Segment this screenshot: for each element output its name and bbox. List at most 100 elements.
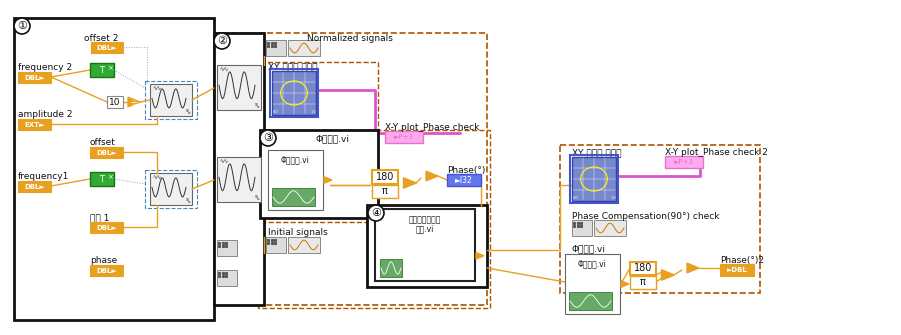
Text: ×: × — [107, 174, 113, 180]
Text: o: o — [187, 200, 190, 204]
Text: s: s — [186, 108, 188, 113]
Text: ∿∿: ∿∿ — [152, 86, 161, 91]
Bar — [145, 170, 197, 208]
Bar — [569, 292, 612, 310]
Text: Normalized signals: Normalized signals — [307, 34, 393, 43]
Bar — [91, 42, 123, 53]
Text: ∿∿: ∿∿ — [219, 67, 228, 72]
Polygon shape — [476, 253, 484, 259]
Text: Φ값검출.vi: Φ값검출.vi — [316, 134, 350, 143]
Bar — [90, 63, 114, 77]
Circle shape — [368, 205, 384, 221]
Bar — [367, 205, 487, 287]
Bar — [447, 174, 481, 186]
Bar — [594, 220, 626, 236]
Bar — [272, 71, 316, 115]
Bar — [217, 270, 237, 286]
Text: T: T — [99, 175, 105, 184]
Text: ×: × — [107, 65, 113, 71]
Polygon shape — [128, 97, 140, 107]
Text: 180: 180 — [376, 172, 395, 182]
Text: offset 2: offset 2 — [84, 34, 118, 43]
Bar — [630, 276, 656, 289]
Text: ►I32: ►I32 — [455, 176, 473, 185]
Text: DBL►: DBL► — [96, 45, 117, 51]
Text: T: T — [99, 66, 105, 74]
Bar — [272, 188, 315, 206]
Text: 0.0: 0.0 — [273, 110, 278, 114]
Text: Φ값검출.vi: Φ값검출.vi — [578, 259, 607, 268]
Bar — [150, 84, 192, 116]
Text: Φ값검출.vi: Φ값검출.vi — [281, 155, 310, 164]
Bar — [372, 185, 398, 198]
Text: 0.0: 0.0 — [573, 196, 578, 200]
Bar — [90, 147, 123, 158]
Bar — [288, 237, 320, 253]
Text: XY 그래프 만들기: XY 그래프 만들기 — [572, 148, 622, 157]
Bar — [572, 157, 616, 201]
Text: Φ값검출.vi: Φ값검출.vi — [572, 244, 606, 253]
Text: o: o — [257, 197, 259, 201]
Bar — [380, 259, 402, 277]
Bar — [288, 40, 320, 56]
Polygon shape — [426, 171, 438, 181]
Bar — [18, 119, 51, 130]
Text: DBL►: DBL► — [24, 184, 45, 190]
Bar — [665, 156, 703, 168]
Text: 10: 10 — [109, 97, 121, 107]
Polygon shape — [661, 270, 675, 280]
Text: o: o — [257, 105, 259, 109]
Text: Phase(°): Phase(°) — [447, 166, 486, 175]
Text: 위상보상된신호: 위상보상된신호 — [409, 215, 441, 224]
Text: ►P+3: ►P+3 — [674, 159, 694, 165]
Text: s: s — [255, 194, 258, 199]
Bar — [90, 172, 114, 186]
Polygon shape — [687, 263, 699, 273]
Text: ÷: ÷ — [130, 97, 138, 107]
Bar — [217, 65, 261, 110]
Text: π: π — [382, 186, 388, 196]
Text: 취득.vi: 취득.vi — [416, 224, 434, 233]
Bar — [720, 264, 754, 276]
Text: ②: ② — [217, 36, 227, 46]
Text: ∿∿: ∿∿ — [152, 175, 161, 180]
Bar — [375, 209, 475, 281]
Text: DBL►: DBL► — [96, 225, 117, 231]
Bar — [18, 72, 51, 83]
Bar — [217, 157, 261, 202]
Bar — [270, 69, 318, 117]
Bar — [217, 240, 237, 256]
Bar — [630, 262, 656, 275]
Text: ④: ④ — [371, 208, 381, 218]
Text: DBL►: DBL► — [24, 75, 45, 81]
Bar — [268, 150, 323, 210]
Text: Phase(°)2: Phase(°)2 — [720, 256, 764, 265]
Bar — [258, 130, 490, 308]
Text: DBL►: DBL► — [96, 150, 117, 156]
Text: DBL►: DBL► — [96, 268, 117, 274]
Text: frequency 2: frequency 2 — [18, 63, 72, 72]
Bar — [372, 170, 398, 184]
Bar — [572, 220, 592, 236]
Text: amplitude 2: amplitude 2 — [18, 110, 72, 119]
Bar — [570, 155, 618, 203]
Circle shape — [260, 130, 276, 146]
Bar — [565, 254, 620, 314]
Text: phase: phase — [90, 256, 117, 265]
Bar — [266, 237, 286, 253]
Text: 진폭 1: 진폭 1 — [90, 213, 109, 222]
Text: s: s — [186, 197, 188, 202]
Text: ∿∿: ∿∿ — [219, 159, 228, 164]
Text: offset: offset — [90, 138, 116, 147]
Bar — [260, 130, 378, 218]
Bar — [14, 18, 214, 320]
Text: X-Y plot_Phase check 2: X-Y plot_Phase check 2 — [665, 148, 768, 157]
Bar — [90, 265, 123, 276]
Text: frequency1: frequency1 — [18, 172, 69, 181]
Bar — [260, 62, 378, 222]
Bar — [385, 131, 423, 143]
Circle shape — [14, 18, 30, 34]
Text: X-Y plot_Phase check: X-Y plot_Phase check — [385, 123, 479, 132]
Text: 1.0: 1.0 — [311, 110, 316, 114]
Bar — [214, 33, 264, 305]
